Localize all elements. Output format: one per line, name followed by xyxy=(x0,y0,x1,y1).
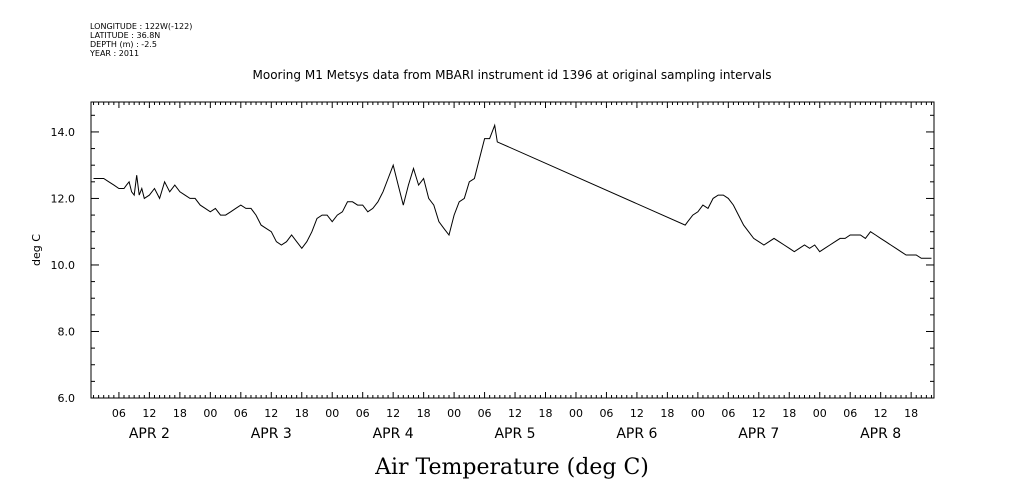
x-tick-label: 00 xyxy=(813,407,827,420)
meta-line-latitude: LATITUDE : 36.8N xyxy=(90,31,160,40)
y-axis-label: deg C xyxy=(30,234,43,266)
x-day-label: APR 6 xyxy=(616,426,657,442)
x-tick-label: 18 xyxy=(904,407,918,420)
x-day-label: APR 3 xyxy=(251,426,292,442)
series-group xyxy=(93,123,932,259)
x-tick-label: 18 xyxy=(173,407,187,420)
x-tick-label: 18 xyxy=(295,407,309,420)
y-tick-label: 14.0 xyxy=(51,126,76,139)
y-tick-label: 10.0 xyxy=(51,259,76,272)
x-tick-label: 06 xyxy=(721,407,735,420)
x-tick-label: 12 xyxy=(386,407,400,420)
x-tick-label: 06 xyxy=(478,407,492,420)
x-tick-label: 12 xyxy=(630,407,644,420)
x-day-label: APR 5 xyxy=(494,426,535,442)
x-tick-label: 12 xyxy=(874,407,888,420)
x-tick-label: 06 xyxy=(112,407,126,420)
chart-title: Mooring M1 Metsys data from MBARI instru… xyxy=(253,68,772,82)
x-day-label: APR 7 xyxy=(738,426,779,442)
x-tick-label: 12 xyxy=(264,407,278,420)
plot-frame xyxy=(90,101,935,399)
meta-line-year: YEAR : 2011 xyxy=(89,49,139,58)
x-tick-label: 00 xyxy=(447,407,461,420)
x-tick-label: 12 xyxy=(508,407,522,420)
x-tick-label: 18 xyxy=(782,407,796,420)
meta-line-depth: DEPTH (m) : -2.5 xyxy=(90,40,157,49)
x-tick-label: 06 xyxy=(356,407,370,420)
x-day-label: APR 8 xyxy=(860,426,901,442)
x-axis-label: Air Temperature (deg C) xyxy=(374,455,649,480)
x-tick-label: 06 xyxy=(843,407,857,420)
y-tick-label: 6.0 xyxy=(58,392,76,405)
y-tick-label: 8.0 xyxy=(58,325,76,338)
x-day-label: APR 2 xyxy=(129,426,170,442)
x-tick-label: 00 xyxy=(569,407,583,420)
axes-group: 06 12 18 00 06 12 18 00 06 12 18 00 06 12 18 00 06 12 18 00… xyxy=(51,102,934,442)
x-tick-label: 12 xyxy=(752,407,766,420)
y-tick-label: 12.0 xyxy=(51,192,76,205)
x-tick-label: 18 xyxy=(539,407,553,420)
x-tick-label: 18 xyxy=(417,407,431,420)
x-tick-label: 06 xyxy=(234,407,248,420)
x-tick-label: 00 xyxy=(691,407,705,420)
metadata-block: LONGITUDE : 122W(-122) LATITUDE : 36.8N … xyxy=(89,22,192,58)
x-day-label: APR 4 xyxy=(373,426,414,442)
series-line xyxy=(93,123,932,259)
x-tick-label: 12 xyxy=(142,407,156,420)
meta-line-longitude: LONGITUDE : 122W(-122) xyxy=(90,22,192,31)
x-tick-label: 06 xyxy=(599,407,613,420)
x-tick-label: 00 xyxy=(203,407,217,420)
x-tick-label: 18 xyxy=(660,407,674,420)
x-tick-label: 00 xyxy=(325,407,339,420)
